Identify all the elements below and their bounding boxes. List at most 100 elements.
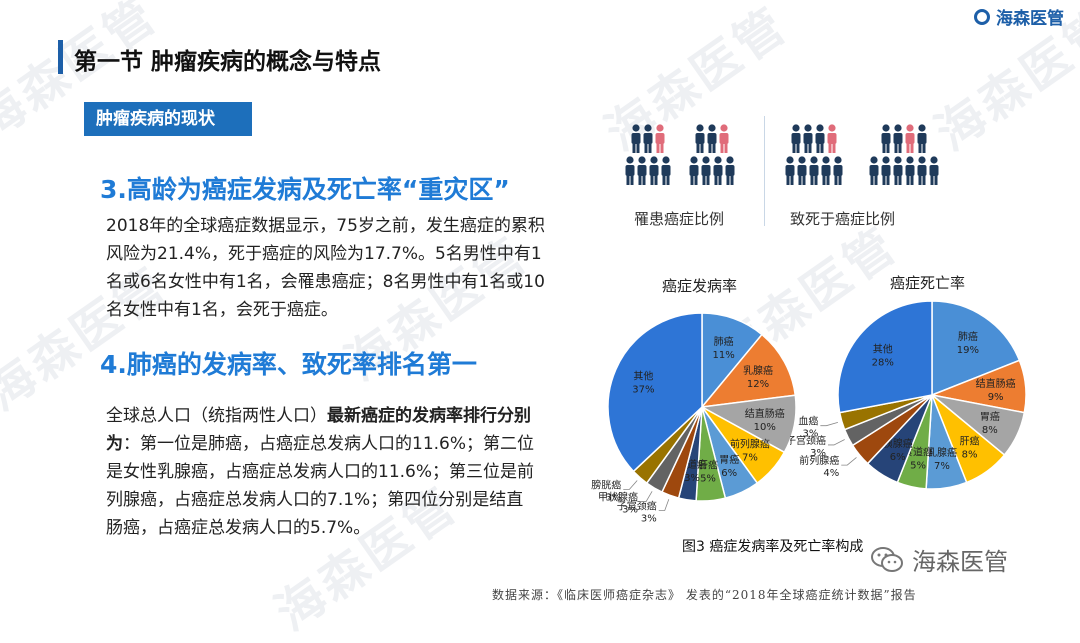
slice-label: 膀胱癌: [591, 479, 621, 492]
leader-line: [640, 491, 653, 503]
text-line: 名女性中有1名，会死于癌症。: [106, 300, 338, 320]
slice-value-label: 28%: [872, 357, 894, 368]
person-icon: [701, 156, 711, 185]
person-icon: [833, 156, 843, 185]
slice-value-label: 7%: [934, 461, 950, 472]
person-icon: [917, 156, 927, 185]
slice-value-label: 5%: [700, 474, 716, 485]
section-3-paragraph: 2018年的全球癌症数据显示，75岁之前，发生癌症的累积 风险为21.4%，死于…: [106, 212, 586, 324]
logo-mark-icon: [974, 8, 990, 25]
person-icon: [797, 156, 807, 185]
text-bold: 为: [106, 434, 123, 454]
slice-value-label: 3%: [641, 513, 657, 524]
person-icon: [791, 124, 801, 153]
text-line: 风险为21.4%，死于癌症的风险为17.7%。5名男性中有1: [106, 244, 542, 264]
slice-value-label: 7%: [742, 452, 758, 463]
page-title: 第一节 肿瘤疾病的概念与特点: [74, 49, 382, 75]
divider: [764, 116, 765, 226]
pie-title-mortality: 癌症死亡率: [890, 274, 966, 292]
figure-caption: 图3 癌症发病率及死亡率构成: [682, 539, 864, 555]
person-icon: [785, 156, 795, 185]
text-line: 肠癌，占癌症总发病人口的5.7%。: [106, 518, 371, 538]
slice-value-label: 11%: [713, 350, 735, 361]
leader-line: [820, 421, 839, 427]
pie-title-incidence: 癌症发病率: [662, 277, 738, 295]
person-icon: [869, 156, 879, 185]
pie-slice: [701, 312, 763, 410]
people-left-caption: 罹患癌症比例: [634, 210, 725, 228]
person-icon: [809, 156, 819, 185]
slice-value-label: 3%: [622, 505, 638, 516]
person-icon: [637, 156, 647, 185]
pie-slice: [931, 300, 1021, 397]
people-icons: [625, 124, 939, 185]
source-note: 数据来源：《临床医师癌症杂志》 发表的“2018年全球癌症统计数据”报告: [492, 588, 917, 602]
person-icon: [827, 124, 837, 153]
text-line: 2018年的全球癌症数据显示，75岁之前，发生癌症的累积: [106, 216, 545, 236]
person-icon: [643, 124, 653, 153]
slice-label: 前列腺癌: [730, 437, 770, 450]
person-icon: [881, 124, 891, 153]
person-icon: [625, 156, 635, 185]
text-line: 为：第一位是肺癌，占癌症总发病人口的11.6%；第二位: [106, 430, 586, 458]
brand-name-bottom: 海森医管: [912, 548, 1008, 576]
slice-value-label: 9%: [988, 392, 1004, 403]
person-icon: [881, 156, 891, 185]
slice-value-label: 6%: [890, 452, 906, 463]
slice-label: 肺癌: [714, 335, 734, 348]
leader-line: [658, 499, 670, 511]
slice-label: 肺癌: [958, 330, 978, 343]
title-accent-bar: [58, 40, 63, 74]
section-4-heading: 4.肺癌的发病率、致死率排名第一: [100, 350, 477, 379]
slice-value-label: 5%: [910, 460, 926, 471]
person-icon: [649, 156, 659, 185]
person-icon: [707, 124, 717, 153]
person-icon: [893, 156, 903, 185]
person-icon: [905, 124, 915, 153]
brand-logo-bottom: 海森医管: [870, 542, 1008, 577]
person-icon: [821, 156, 831, 185]
person-icon: [661, 156, 671, 185]
person-icon: [631, 124, 641, 153]
pie-chart-mortality: 肺癌19%结直肠癌9%胃癌8%肝癌8%乳腺癌7%食道癌5%胰腺癌6%前列腺癌4%…: [790, 300, 1027, 490]
pie-slice: [837, 300, 933, 414]
text-plain: ：第一位是肺癌，占癌症总发病人口的11.6%；第二位: [123, 434, 535, 454]
leader-line: [827, 439, 845, 446]
person-icon: [893, 124, 903, 153]
person-icon: [655, 124, 665, 153]
slice-value-label: 4%: [823, 468, 839, 479]
slice-value-label: 8%: [982, 425, 998, 436]
text-line: 名或6名女性中有1名，会罹患癌症；8名男性中有1名或10: [106, 272, 545, 292]
slice-label: 肝癌: [698, 459, 718, 472]
person-icon: [725, 156, 735, 185]
slice-label: 乳腺癌: [743, 364, 773, 377]
slice-label: 其他: [633, 370, 653, 383]
text-line: 是女性乳腺癌，占癌症总发病人口的11.6%；第三位是前: [106, 462, 535, 482]
leader-line: [841, 457, 857, 466]
wechat-icon: [871, 546, 903, 572]
person-icon: [917, 124, 927, 153]
text-line: 列腺癌，占癌症总发病人口的7.1%；第四位分别是结直: [106, 490, 524, 510]
slice-label: 肝癌: [960, 435, 980, 448]
section-tag-label: 肿瘤疾病的现状: [96, 109, 215, 129]
slice-value-label: 3%: [810, 448, 826, 459]
pie-slice: [700, 333, 797, 408]
slice-value-label: 3%: [802, 429, 818, 440]
slice-value-label: 8%: [962, 450, 978, 461]
slice-label: 子宫颈癌: [790, 434, 826, 447]
slice-label: 子宫颈癌: [617, 499, 657, 512]
section-tag: 肿瘤疾病的现状: [84, 102, 252, 136]
brand-logo: 海森医管: [974, 4, 1064, 29]
slice-value-label: 12%: [747, 379, 769, 390]
person-icon: [905, 156, 915, 185]
text-line: 全球总人口（统指两性人口）最新癌症的发病率排行分别: [106, 402, 586, 430]
slice-value-label: 6%: [721, 468, 737, 479]
leader-line: [623, 480, 638, 490]
text-plain: 全球总人口（统指两性人口）: [106, 406, 327, 426]
brand-name: 海森医管: [996, 9, 1064, 29]
slice-value-label: 3%: [605, 493, 621, 504]
pie-chart-incidence: 肺癌11%乳腺癌12%结直肠癌10%前列腺癌7%胃癌6%肝癌5%食道癌3%子宫颈…: [591, 312, 797, 524]
slice-value-label: 19%: [957, 345, 979, 356]
person-icon: [695, 124, 705, 153]
slice-value-label: 10%: [754, 422, 776, 433]
